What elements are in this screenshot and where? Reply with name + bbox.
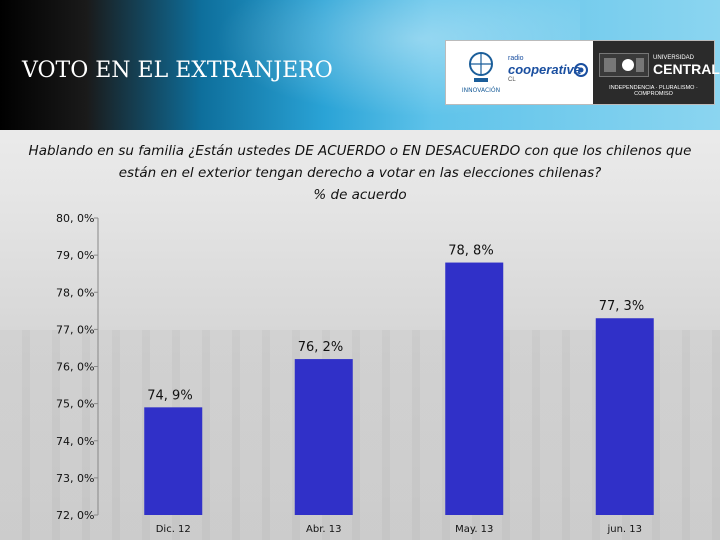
bar-value-label: 77, 3% [599, 299, 644, 314]
y-tick-label: 73, 0% [56, 472, 94, 485]
swirl-icon [574, 63, 588, 77]
page-title: VOTO EN EL EXTRANJERO [22, 58, 333, 83]
y-tick-label: 76, 0% [56, 361, 94, 374]
question-line-3: % de acuerdo [313, 187, 407, 203]
x-tick-label: jun. 13 [606, 524, 642, 535]
x-tick-label: Abr. 13 [306, 524, 341, 535]
y-tick-label: 75, 0% [56, 398, 94, 411]
university-name: CENTRAL [653, 61, 720, 77]
y-tick-label: 79, 0% [56, 249, 94, 262]
x-tick-label: Dic. 12 [156, 524, 191, 535]
header-banner: VOTO EN EL EXTRANJERO INNOVACIÓN radio c… [0, 0, 720, 130]
x-tick-label: May. 13 [455, 524, 493, 535]
question-line-1: Hablando en su familia ¿Están ustedes DE… [28, 143, 692, 159]
innovacion-logo-text: INNOVACIÓN [461, 87, 501, 94]
bar [595, 318, 654, 515]
logo-strip: INNOVACIÓN radio cooperativa CL UNIVERSI… [445, 40, 720, 105]
y-tick-label: 74, 0% [56, 435, 94, 448]
globe-icon [469, 52, 493, 82]
bar-value-label: 74, 9% [147, 388, 192, 403]
university-emblem-icon [599, 53, 649, 77]
y-tick-label: 72, 0% [56, 509, 94, 522]
y-tick-label: 78, 0% [56, 286, 94, 299]
bar [144, 407, 203, 515]
y-tick-label: 77, 0% [56, 323, 94, 336]
cooperativa-logo: radio cooperativa CL [508, 55, 588, 85]
y-tick-label: 80, 0% [56, 212, 94, 225]
university-label: UNIVERSIDAD [653, 55, 695, 61]
survey-question: Hablando en su familia ¿Están ustedes DE… [20, 140, 700, 206]
cooperativa-sub: CL [508, 77, 516, 83]
bar-value-label: 78, 8% [448, 244, 493, 259]
university-tagline: INDEPENDENCIA · PLURALISMO · COMPROMISO [609, 85, 698, 97]
cooperativa-prefix: radio [508, 55, 524, 62]
bar-value-label: 76, 2% [298, 340, 343, 355]
innovacion-logo: INNOVACIÓN [456, 47, 506, 97]
question-line-2: están en el exterior tengan derecho a vo… [118, 165, 602, 181]
universidad-central-logo: UNIVERSIDAD CENTRAL INDEPENDENCIA · PLUR… [593, 41, 720, 104]
bar [294, 359, 353, 515]
bar [445, 262, 504, 515]
cooperativa-main: cooperativa [508, 62, 581, 77]
